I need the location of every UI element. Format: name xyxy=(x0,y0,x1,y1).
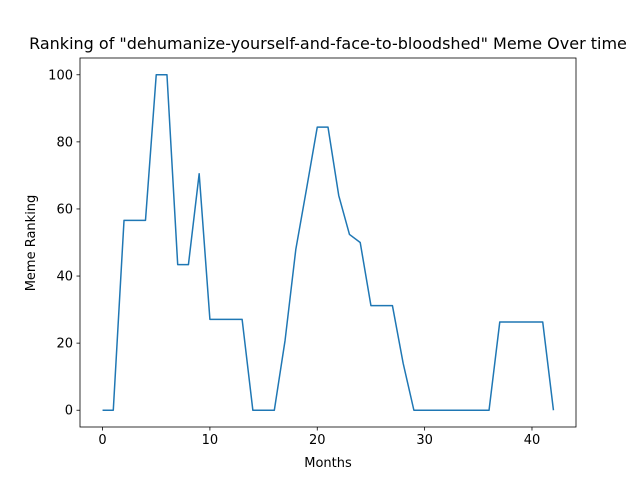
chart-title: Ranking of "dehumanize-yourself-and-face… xyxy=(29,34,627,53)
series-line-0 xyxy=(102,74,555,411)
x-tick-label: 30 xyxy=(416,433,433,448)
y-tick-label: 20 xyxy=(56,337,73,352)
y-tick-label: 100 xyxy=(48,68,73,83)
plot-frame xyxy=(79,57,577,428)
x-tick-label: 40 xyxy=(524,433,541,448)
x-axis-label: Months xyxy=(304,456,352,471)
y-axis-label: Meme Ranking xyxy=(24,195,39,292)
x-tick-label: 20 xyxy=(309,433,326,448)
plot-area: 0 10 20 30 40 0 20 40 60 80 100 xyxy=(48,57,577,448)
y-tick-label: 0 xyxy=(65,404,73,419)
x-tick-label: 10 xyxy=(202,433,219,448)
y-tick-label: 40 xyxy=(56,270,73,285)
y-tick-label: 60 xyxy=(56,202,73,217)
x-tick-label: 0 xyxy=(98,433,106,448)
y-tick-label: 80 xyxy=(56,135,73,150)
